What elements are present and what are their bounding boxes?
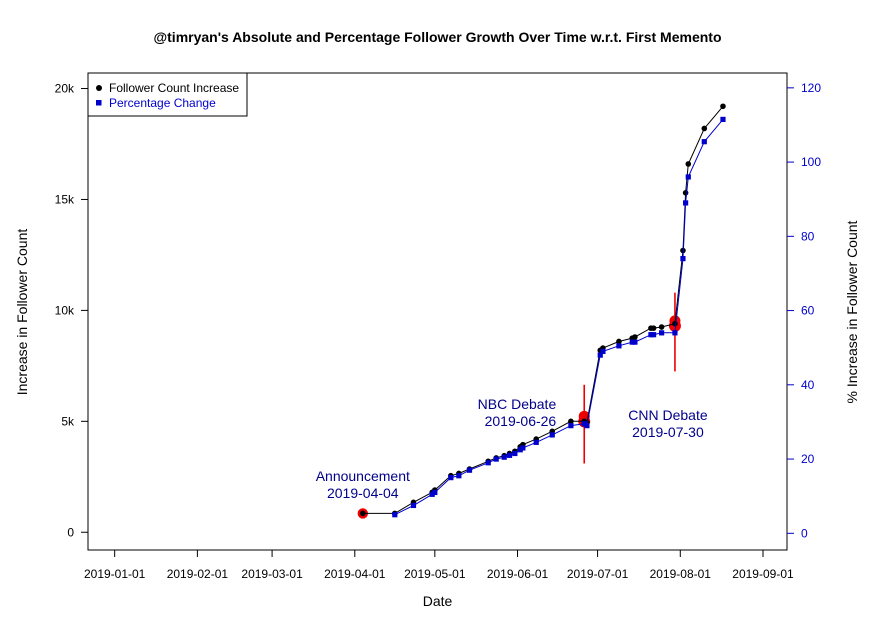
percentage-point: [520, 445, 526, 451]
follower-count-point: [616, 338, 622, 345]
percentage-point: [616, 343, 622, 349]
percentage-point: [720, 116, 726, 123]
follower-count-point: [568, 418, 574, 425]
y2-tick-label: 60: [801, 304, 815, 318]
percentage-point: [581, 421, 587, 427]
x-tick-label: 2019-05-01: [404, 567, 466, 581]
follower-count-point: [632, 334, 638, 340]
y2-tick-label: 120: [801, 81, 821, 95]
chart-title: @timryan's Absolute and Percentage Follo…: [153, 29, 721, 45]
percentage-point: [672, 330, 678, 336]
y-tick-label: 10k: [55, 303, 75, 317]
percentage-point: [533, 439, 539, 445]
follower-count-point: [685, 161, 692, 167]
y2-tick-label: 0: [801, 526, 808, 540]
y-axis-title: Increase in Follower Count: [14, 229, 30, 396]
percentage-point: [485, 460, 491, 466]
x-tick-label: 2019-07-01: [567, 567, 629, 581]
percentage-point: [568, 423, 574, 429]
x-tick-label: 2019-08-01: [650, 567, 712, 581]
follower-count-point: [359, 510, 366, 517]
y2-tick-label: 80: [801, 229, 815, 243]
percentage-point: [597, 352, 603, 358]
percentage-point: [456, 473, 462, 479]
follower-count-point: [682, 190, 689, 196]
y2-tick-label: 20: [801, 452, 815, 466]
x-tick-label: 2019-04-01: [324, 567, 386, 581]
percentage-point: [432, 489, 438, 496]
event-point: [578, 410, 590, 422]
legend-marker-percentage: [96, 100, 102, 106]
legend: Follower Count Increase Percentage Chang…: [87, 72, 248, 117]
percentage-point: [549, 432, 555, 438]
y-tick-label: 20k: [55, 82, 75, 96]
follower-count-point: [650, 325, 657, 331]
axes-group: 2019-01-01 2019-02-01 2019-03-01 2019-04-01…: [55, 81, 822, 581]
percentage-point: [517, 447, 523, 453]
x-tick-label: 2019-09-01: [732, 567, 794, 581]
y2-tick-label: 100: [801, 155, 821, 169]
event-annotation-date: 2019-04-04: [327, 485, 399, 501]
series-line-follower-count: [362, 105, 724, 514]
percentage-point: [512, 450, 518, 457]
event-annotation-label: Announcement: [316, 468, 410, 484]
percentage-point: [501, 454, 507, 460]
percentage-point: [629, 339, 635, 345]
event-annotation-label: NBC Debate: [478, 396, 557, 412]
follower-count-point: [658, 324, 665, 330]
x-tick-label: 2019-02-01: [167, 567, 229, 581]
percentage-point: [648, 332, 654, 338]
percentage-point: [584, 423, 590, 429]
percentage-point: [659, 330, 665, 336]
percentage-point: [410, 502, 417, 509]
percentage-point: [600, 348, 606, 355]
percentage-point: [506, 452, 513, 458]
percentage-point: [632, 339, 638, 345]
event-annotation-date: 2019-07-30: [632, 424, 704, 440]
percentage-point: [448, 475, 454, 481]
series-group: [359, 103, 726, 518]
follower-count-point: [701, 125, 708, 132]
y2-tick-label: 40: [801, 378, 815, 392]
event-annotation-date: 2019-06-26: [485, 413, 557, 429]
x-tick-label: 2019-03-01: [241, 567, 303, 581]
percentage-point: [685, 174, 691, 180]
y-tick-label: 5k: [61, 414, 75, 428]
x-tick-label: 2019-01-01: [84, 567, 146, 581]
y-tick-label: 15k: [55, 192, 75, 206]
legend-box: [87, 72, 248, 117]
legend-label-follower-count: Follower Count Increase: [109, 81, 239, 95]
percentage-point: [466, 467, 473, 473]
percentage-point: [651, 332, 657, 338]
y-tick-label: 0: [67, 525, 74, 539]
percentage-point: [429, 491, 435, 497]
follower-count-point: [672, 320, 678, 327]
plot-frame: [87, 72, 788, 551]
x-tick-label: 2019-06-01: [487, 567, 549, 581]
y2-axis-title: % Increase in Follower Count: [844, 220, 860, 403]
legend-label-percentage: Percentage Change: [109, 96, 216, 110]
percentage-point: [683, 200, 689, 206]
follower-count-point: [720, 103, 726, 110]
percentage-point: [701, 139, 707, 145]
legend-marker-follower-count: [96, 85, 102, 91]
percentage-point: [392, 512, 398, 518]
x-axis-title: Date: [423, 593, 453, 609]
event-annotation-label: CNN Debate: [628, 407, 708, 423]
percentage-point: [680, 256, 686, 262]
percentage-point: [493, 456, 499, 462]
